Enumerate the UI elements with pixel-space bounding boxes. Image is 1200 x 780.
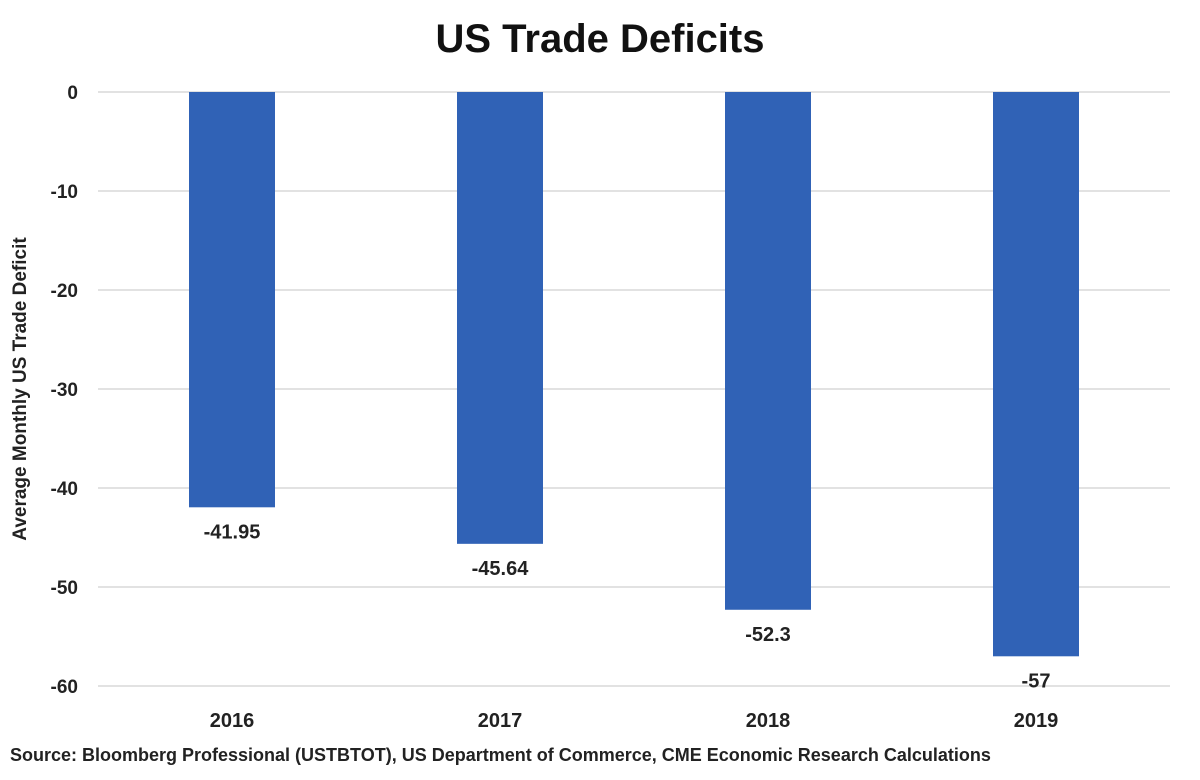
category-label-2018: 2018 (746, 710, 791, 732)
y-tick-label: -20 (51, 281, 78, 302)
bar-2017 (457, 92, 543, 544)
data-labels: -41.95 -45.64 -52.3 -57 (204, 521, 1051, 692)
chart-title: US Trade Deficits (435, 17, 764, 61)
y-tick-label: -10 (51, 182, 78, 203)
gridlines (98, 91, 1170, 687)
bar-2019 (993, 92, 1079, 657)
y-axis-title: Average Monthly US Trade Deficit (10, 237, 31, 541)
data-label-2016: -41.95 (204, 521, 261, 543)
y-tick-label: 0 (67, 83, 78, 104)
category-label-2017: 2017 (478, 710, 523, 732)
category-label-2016: 2016 (210, 710, 255, 732)
data-label-2018: -52.3 (745, 624, 791, 646)
y-tick-label: -50 (51, 578, 78, 599)
bar-2016 (189, 92, 275, 508)
data-label-2019: -57 (1022, 670, 1051, 692)
y-tick-label: -60 (51, 677, 78, 698)
x-axis-categories: 2016 2017 2018 2019 (210, 710, 1059, 732)
y-axis-ticks: 0 -10 -20 -30 -40 -50 -60 (51, 83, 78, 698)
data-label-2017: -45.64 (472, 558, 530, 580)
bar-2018 (725, 92, 811, 610)
y-tick-label: -40 (51, 479, 78, 500)
category-label-2019: 2019 (1014, 710, 1059, 732)
bars (189, 92, 1079, 657)
y-tick-label: -30 (51, 380, 78, 401)
source-note: Source: Bloomberg Professional (USTBTOT)… (10, 745, 991, 765)
